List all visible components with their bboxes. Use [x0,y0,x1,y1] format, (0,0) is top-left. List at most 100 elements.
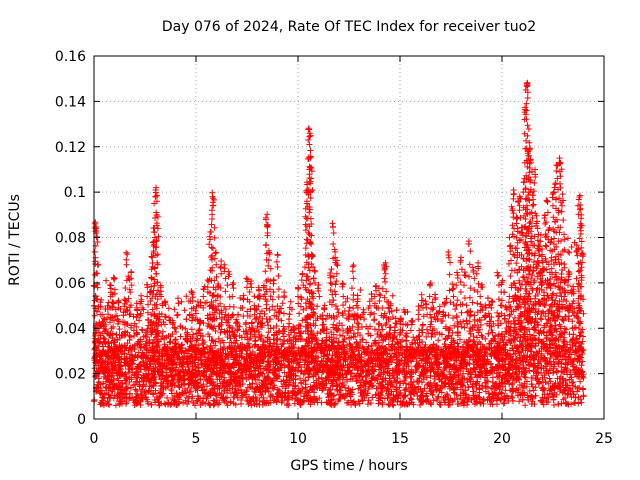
data-point [546,375,553,382]
data-point [267,399,274,406]
data-point [368,383,375,390]
data-point [135,349,142,356]
data-point [547,302,554,309]
data-point [578,362,585,369]
data-point [497,302,504,309]
data-point [143,329,150,336]
y-axis-label: ROTI / TECUs [7,194,23,286]
data-points [90,79,587,409]
data-point [168,373,175,380]
data-point [178,298,185,305]
data-point [342,384,349,391]
data-point [172,325,179,332]
data-point [410,401,417,408]
data-point [401,392,408,399]
data-point [174,295,181,302]
data-point [457,319,464,326]
data-point [200,381,207,388]
data-point [477,399,484,406]
chart-title: Day 076 of 2024, Rate Of TEC Index for r… [162,19,536,35]
data-point [127,333,134,340]
data-point [110,317,117,324]
data-point [305,374,312,381]
data-point [389,292,396,299]
data-point [566,249,573,256]
data-point [192,351,199,358]
data-point [568,243,575,250]
data-point [417,401,424,408]
data-point [467,311,474,318]
data-point [218,326,225,333]
data-point [452,306,459,313]
data-point [550,290,557,297]
data-point [342,298,349,305]
data-point [472,395,479,402]
data-point [287,298,294,305]
data-point [171,306,178,313]
data-point [465,384,472,391]
data-point [379,343,386,350]
data-point [571,305,578,312]
data-point [430,397,437,404]
data-point [164,394,171,401]
data-point [320,321,327,328]
data-point [453,302,460,309]
data-point [429,299,436,306]
data-point [538,316,545,323]
data-point [271,307,278,314]
data-point [449,329,456,336]
data-point [454,395,461,402]
data-point [297,303,304,310]
data-point [410,334,417,341]
data-point [109,388,116,395]
data-point [423,374,430,381]
data-point [499,372,506,379]
data-point [511,314,518,321]
data-point [551,401,558,408]
data-point [545,317,552,324]
data-point [116,326,123,333]
data-point [578,399,585,406]
data-point [256,372,263,379]
data-point [407,374,414,381]
data-point [177,333,184,340]
data-point [357,287,364,294]
data-point [336,332,343,339]
data-point [238,400,245,407]
data-point [519,385,526,392]
data-point [363,339,370,346]
data-point [429,306,436,313]
data-point [516,398,523,405]
data-point [435,337,442,344]
data-point [577,378,584,385]
data-point [103,277,110,284]
data-point [523,383,530,390]
data-point [159,328,166,335]
data-point [564,235,571,242]
data-point [181,307,188,314]
data-point [296,375,303,382]
data-point [227,399,234,406]
data-point [508,381,515,388]
data-point [183,293,190,300]
data-point [564,341,571,348]
data-point [486,301,493,308]
data-point [429,330,436,337]
data-point [408,396,415,403]
data-point [256,401,263,408]
data-point [563,400,570,407]
data-point [364,401,371,408]
data-point [393,307,400,314]
data-point [558,271,565,278]
data-point [579,333,586,340]
x-axis-label: GPS time / hours [290,458,407,474]
data-point [325,393,332,400]
data-point [132,394,139,401]
data-point [341,355,348,362]
data-point [529,383,536,390]
data-point [484,295,491,302]
data-point [410,379,417,386]
data-point [545,394,552,401]
data-point [371,310,378,317]
